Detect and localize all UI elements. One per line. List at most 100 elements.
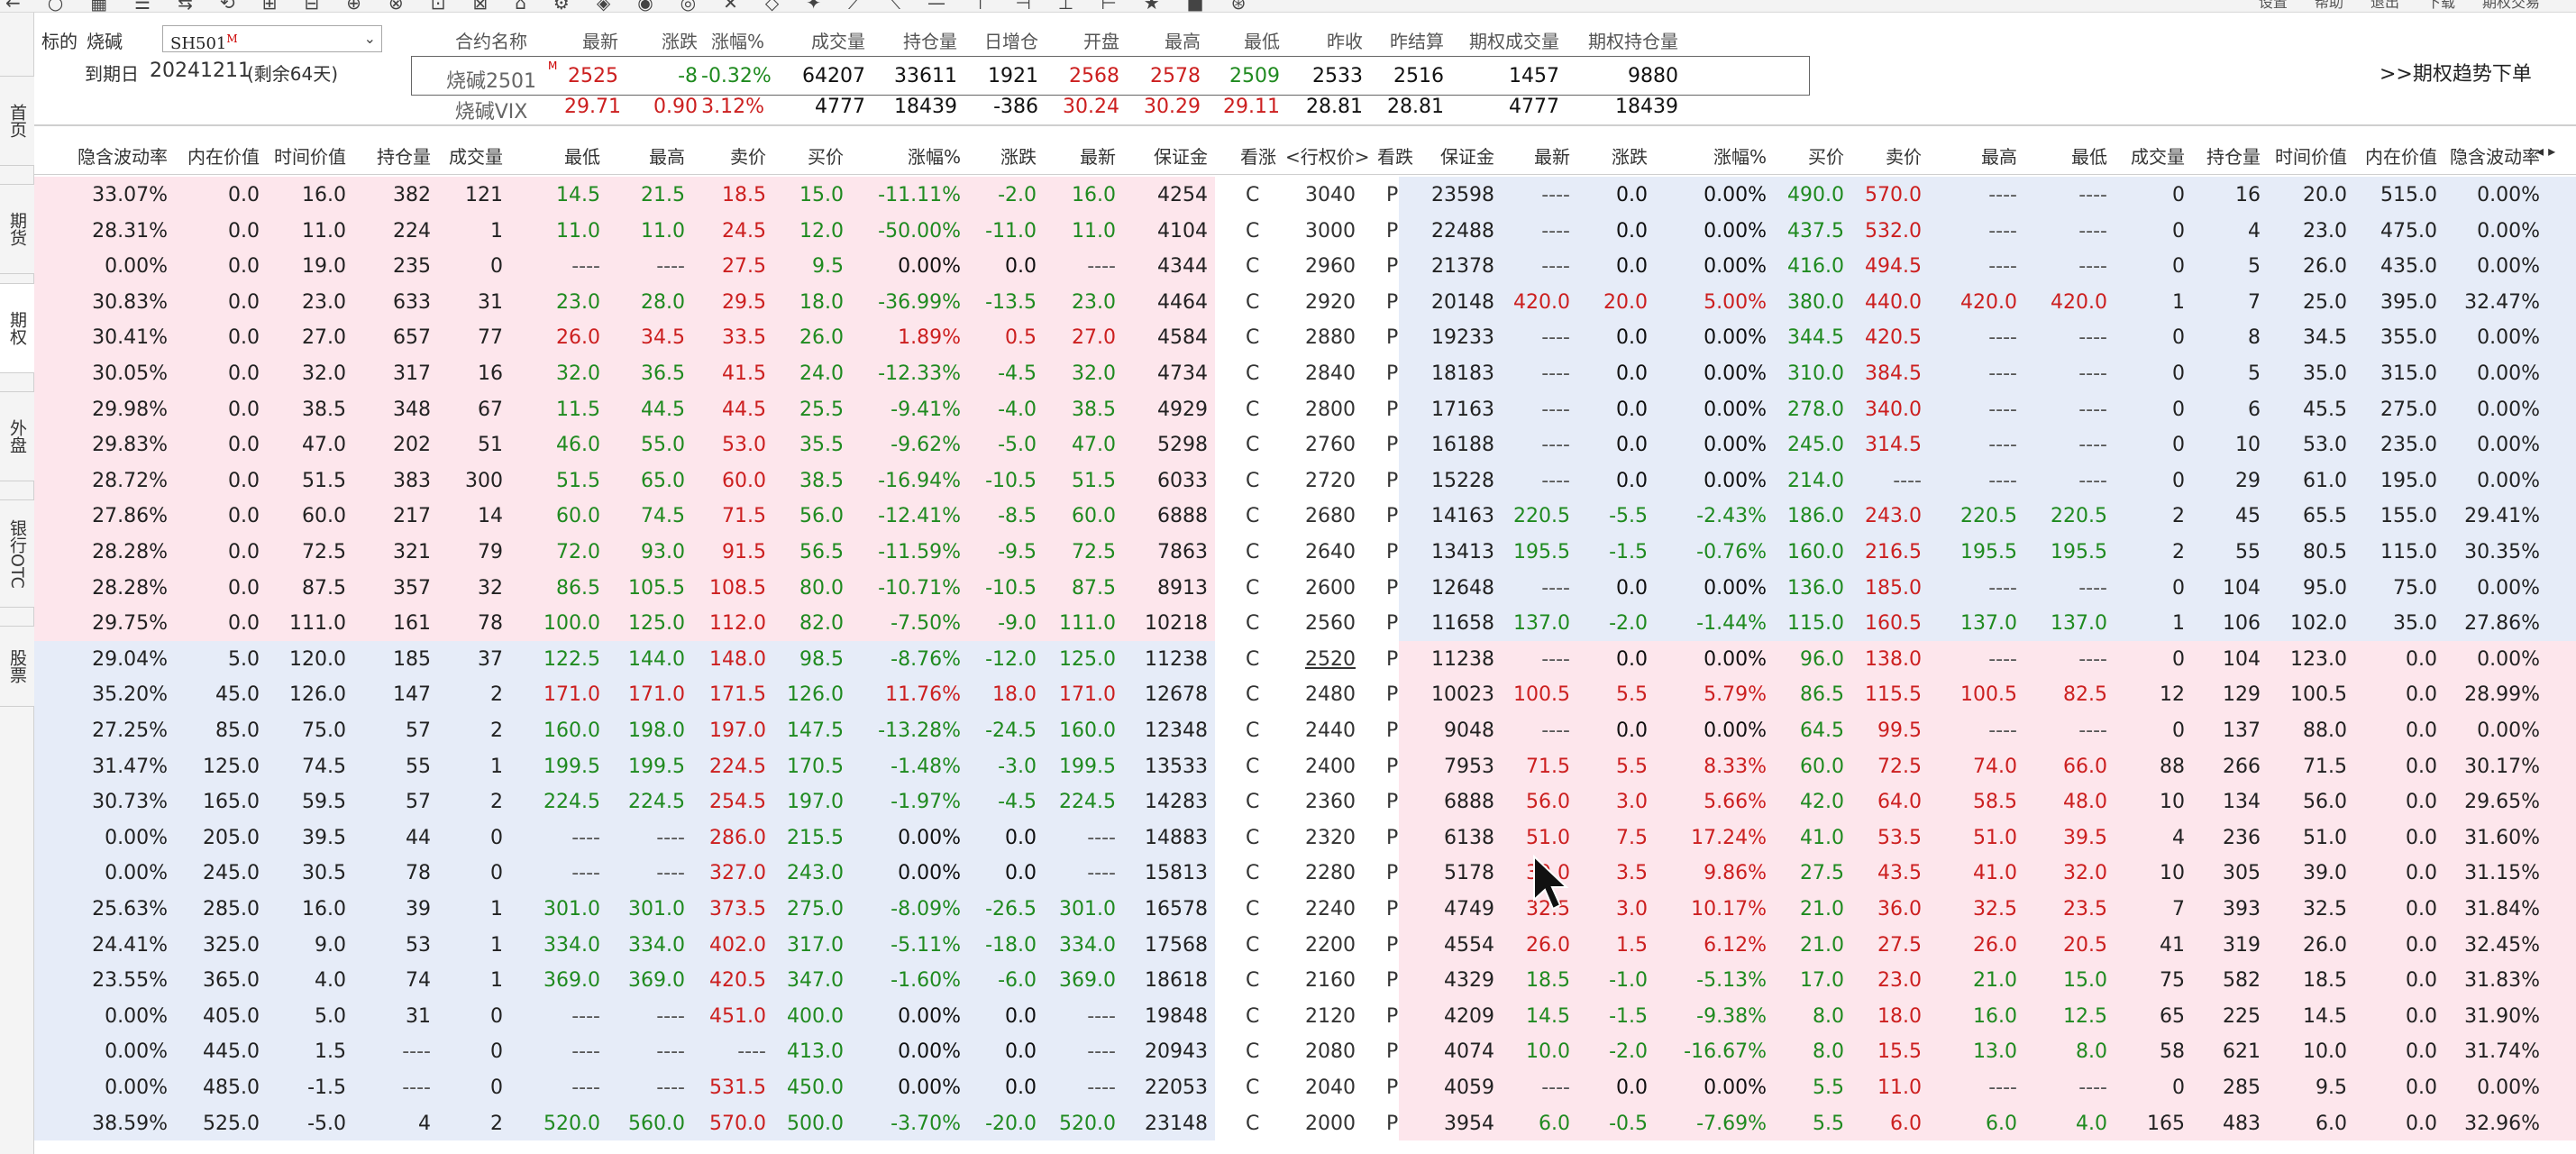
toolbar-tool-icon[interactable]: ◈: [596, 0, 611, 13]
call-type-label[interactable]: C: [1246, 362, 1260, 385]
put-type-label[interactable]: P: [1386, 362, 1399, 385]
put-type-label[interactable]: P: [1386, 469, 1399, 492]
put-type-label[interactable]: P: [1386, 184, 1399, 206]
call-type-label[interactable]: C: [1246, 969, 1260, 993]
call-type-label[interactable]: C: [1246, 647, 1260, 671]
call-type-label[interactable]: C: [1246, 1076, 1260, 1099]
option-row[interactable]: 29.83% 0.0 47.0 202 51 46.0 55.0 53.0 35.5 -9.62%…: [34, 426, 2576, 463]
option-row[interactable]: 0.00% 245.0 30.5 78 0 ---- ---- 327.0 243.0 0.00%…: [34, 855, 2576, 891]
put-type-label[interactable]: P: [1386, 434, 1399, 457]
option-row[interactable]: 27.86% 0.0 60.0 217 14 60.0 74.5 71.5 56.0 -12.41…: [34, 498, 2576, 534]
toolbar-tool-icon[interactable]: ←: [5, 0, 21, 13]
call-type-label[interactable]: C: [1246, 683, 1260, 707]
toolbar-tool-icon[interactable]: ⚙: [553, 0, 570, 13]
toolbar-tool-icon[interactable]: ⊗: [388, 0, 404, 13]
put-type-label[interactable]: P: [1386, 255, 1399, 279]
option-row[interactable]: 38.59% 525.0 -5.0 4 2 520.0 560.0 570.0 500.0 -3.…: [34, 1105, 2576, 1141]
put-type-label[interactable]: P: [1386, 719, 1399, 742]
put-type-label[interactable]: P: [1386, 1040, 1399, 1064]
option-row[interactable]: 30.05% 0.0 32.0 317 16 32.0 36.5 41.5 24.0 -12.33…: [34, 355, 2576, 391]
scroll-arrows-icon[interactable]: ◂ ▸: [2536, 142, 2556, 160]
sidebar-tab-5[interactable]: 股票: [0, 626, 34, 707]
toolbar-tool-icon[interactable]: ⊣: [1015, 0, 1031, 13]
put-type-label[interactable]: P: [1386, 898, 1399, 920]
sidebar-tab-3[interactable]: 外盘: [0, 391, 34, 481]
put-type-label[interactable]: P: [1386, 1004, 1399, 1028]
call-type-label[interactable]: C: [1246, 1004, 1260, 1028]
option-row[interactable]: 23.55% 365.0 4.0 74 1 369.0 369.0 420.5 347.0 -1.…: [34, 962, 2576, 998]
toolbar-menu-item[interactable]: 设置: [2258, 0, 2288, 11]
toolbar-tool-icon[interactable]: ⊞: [261, 0, 278, 13]
put-type-label[interactable]: P: [1386, 683, 1399, 707]
call-type-label[interactable]: C: [1246, 541, 1260, 563]
call-type-label[interactable]: C: [1246, 791, 1260, 814]
option-row[interactable]: 35.20% 45.0 126.0 147 2 171.0 171.0 171.5 126.0 1…: [34, 676, 2576, 712]
option-row[interactable]: 28.28% 0.0 87.5 357 32 86.5 105.5 108.5 80.0 -10.…: [34, 570, 2576, 606]
call-type-label[interactable]: C: [1246, 755, 1260, 778]
option-row[interactable]: 0.00% 0.0 19.0 235 0 ---- ---- 27.5 9.5 0.00% 0.0 -…: [34, 248, 2576, 284]
put-type-label[interactable]: P: [1386, 933, 1399, 957]
call-type-label[interactable]: C: [1246, 290, 1260, 314]
option-row[interactable]: 0.00% 205.0 39.5 44 0 ---- ---- 286.0 215.5 0.00%…: [34, 820, 2576, 856]
toolbar-tool-icon[interactable]: ⟋: [848, 0, 862, 13]
option-row[interactable]: 29.98% 0.0 38.5 348 67 11.5 44.5 44.5 25.5 -9.41%…: [34, 391, 2576, 427]
call-type-label[interactable]: C: [1246, 184, 1260, 206]
toolbar-tool-icon[interactable]: ⟲: [219, 0, 235, 13]
call-type-label[interactable]: C: [1246, 898, 1260, 920]
put-type-label[interactable]: P: [1386, 612, 1399, 636]
call-type-label[interactable]: C: [1246, 826, 1260, 849]
toolbar-tool-icon[interactable]: ✦: [806, 0, 822, 13]
put-type-label[interactable]: P: [1386, 576, 1399, 600]
call-type-label[interactable]: C: [1246, 255, 1260, 279]
toolbar-tool-icon[interactable]: ◇: [764, 0, 780, 13]
put-type-label[interactable]: P: [1386, 290, 1399, 314]
toolbar-tool-icon[interactable]: ⊛: [1230, 0, 1247, 13]
put-type-label[interactable]: P: [1386, 541, 1399, 563]
put-type-label[interactable]: P: [1386, 755, 1399, 778]
option-row[interactable]: 0.00% 405.0 5.0 31 0 ---- ---- 451.0 400.0 0.00% 0…: [34, 998, 2576, 1034]
option-row[interactable]: 0.00% 485.0 -1.5 ---- 0 ---- ---- 531.5 450.0 0.0…: [34, 1069, 2576, 1105]
toolbar-tool-icon[interactable]: ⟍: [888, 0, 901, 13]
call-type-label[interactable]: C: [1246, 933, 1260, 957]
toolbar-tool-icon[interactable]: ▦: [90, 0, 108, 13]
toolbar-tool-icon[interactable]: ⌂: [515, 0, 526, 13]
option-row[interactable]: 27.25% 85.0 75.0 57 2 160.0 198.0 197.0 147.5 -13…: [34, 712, 2576, 748]
option-row[interactable]: 33.07% 0.0 16.0 382 121 14.5 21.5 18.5 15.0 -11.1…: [34, 177, 2576, 213]
call-type-label[interactable]: C: [1246, 469, 1260, 492]
option-row[interactable]: 31.47% 125.0 74.5 55 1 199.5 199.5 224.5 170.5 -1…: [34, 748, 2576, 784]
contract-select[interactable]: SH501M ⌄: [162, 25, 382, 53]
option-row[interactable]: 29.75% 0.0 111.0 161 78 100.0 125.0 112.0 82.0 -7…: [34, 605, 2576, 641]
toolbar-tool-icon[interactable]: ★: [1143, 0, 1160, 13]
call-type-label[interactable]: C: [1246, 612, 1260, 636]
option-row[interactable]: 30.73% 165.0 59.5 57 2 224.5 224.5 254.5 197.0 -1…: [34, 783, 2576, 820]
toolbar-tool-icon[interactable]: ☰: [134, 0, 151, 13]
option-row[interactable]: 25.63% 285.0 16.0 39 1 301.0 301.0 373.5 275.0 -8…: [34, 891, 2576, 927]
call-type-label[interactable]: C: [1246, 1040, 1260, 1064]
put-type-label[interactable]: P: [1386, 1076, 1399, 1099]
option-row[interactable]: 0.00% 445.0 1.5 ---- 0 ---- ---- ---- 413.0 0.00%…: [34, 1033, 2576, 1069]
put-type-label[interactable]: P: [1386, 647, 1399, 671]
toolbar-tool-icon[interactable]: —: [927, 0, 946, 13]
put-type-label[interactable]: P: [1386, 826, 1399, 849]
call-type-label[interactable]: C: [1246, 862, 1260, 885]
option-row[interactable]: 24.41% 325.0 9.0 53 1 334.0 334.0 402.0 317.0 -5.…: [34, 927, 2576, 963]
option-row[interactable]: 29.04% 5.0 120.0 185 37 122.5 144.0 148.0 98.5 -8…: [34, 641, 2576, 677]
put-type-label[interactable]: P: [1386, 326, 1399, 350]
toolbar-menu-item[interactable]: 期权交易: [2481, 0, 2540, 11]
toolbar-tool-icon[interactable]: ◉: [637, 0, 653, 13]
toolbar-menu-item[interactable]: 帮助: [2314, 0, 2343, 11]
option-row[interactable]: 30.83% 0.0 23.0 633 31 23.0 28.0 29.5 18.0 -36.99…: [34, 284, 2576, 320]
call-type-label[interactable]: C: [1246, 434, 1260, 457]
toolbar-tool-icon[interactable]: ⊟: [304, 0, 320, 13]
toolbar-menu-item[interactable]: 下载: [2425, 0, 2455, 11]
chevron-down-icon[interactable]: ⌄: [363, 30, 376, 47]
sidebar-tab-0[interactable]: 首页: [0, 76, 34, 166]
sidebar-tab-4[interactable]: 银行OTC: [0, 499, 34, 608]
call-type-label[interactable]: C: [1246, 719, 1260, 742]
call-type-label[interactable]: C: [1246, 576, 1260, 600]
put-type-label[interactable]: P: [1386, 969, 1399, 993]
toolbar-tool-icon[interactable]: ○: [47, 0, 64, 13]
toolbar-tool-icon[interactable]: ⊡: [430, 0, 446, 13]
option-row[interactable]: 28.28% 0.0 72.5 321 79 72.0 93.0 91.5 56.5 -11.59…: [34, 534, 2576, 570]
put-type-label[interactable]: P: [1386, 1112, 1399, 1135]
